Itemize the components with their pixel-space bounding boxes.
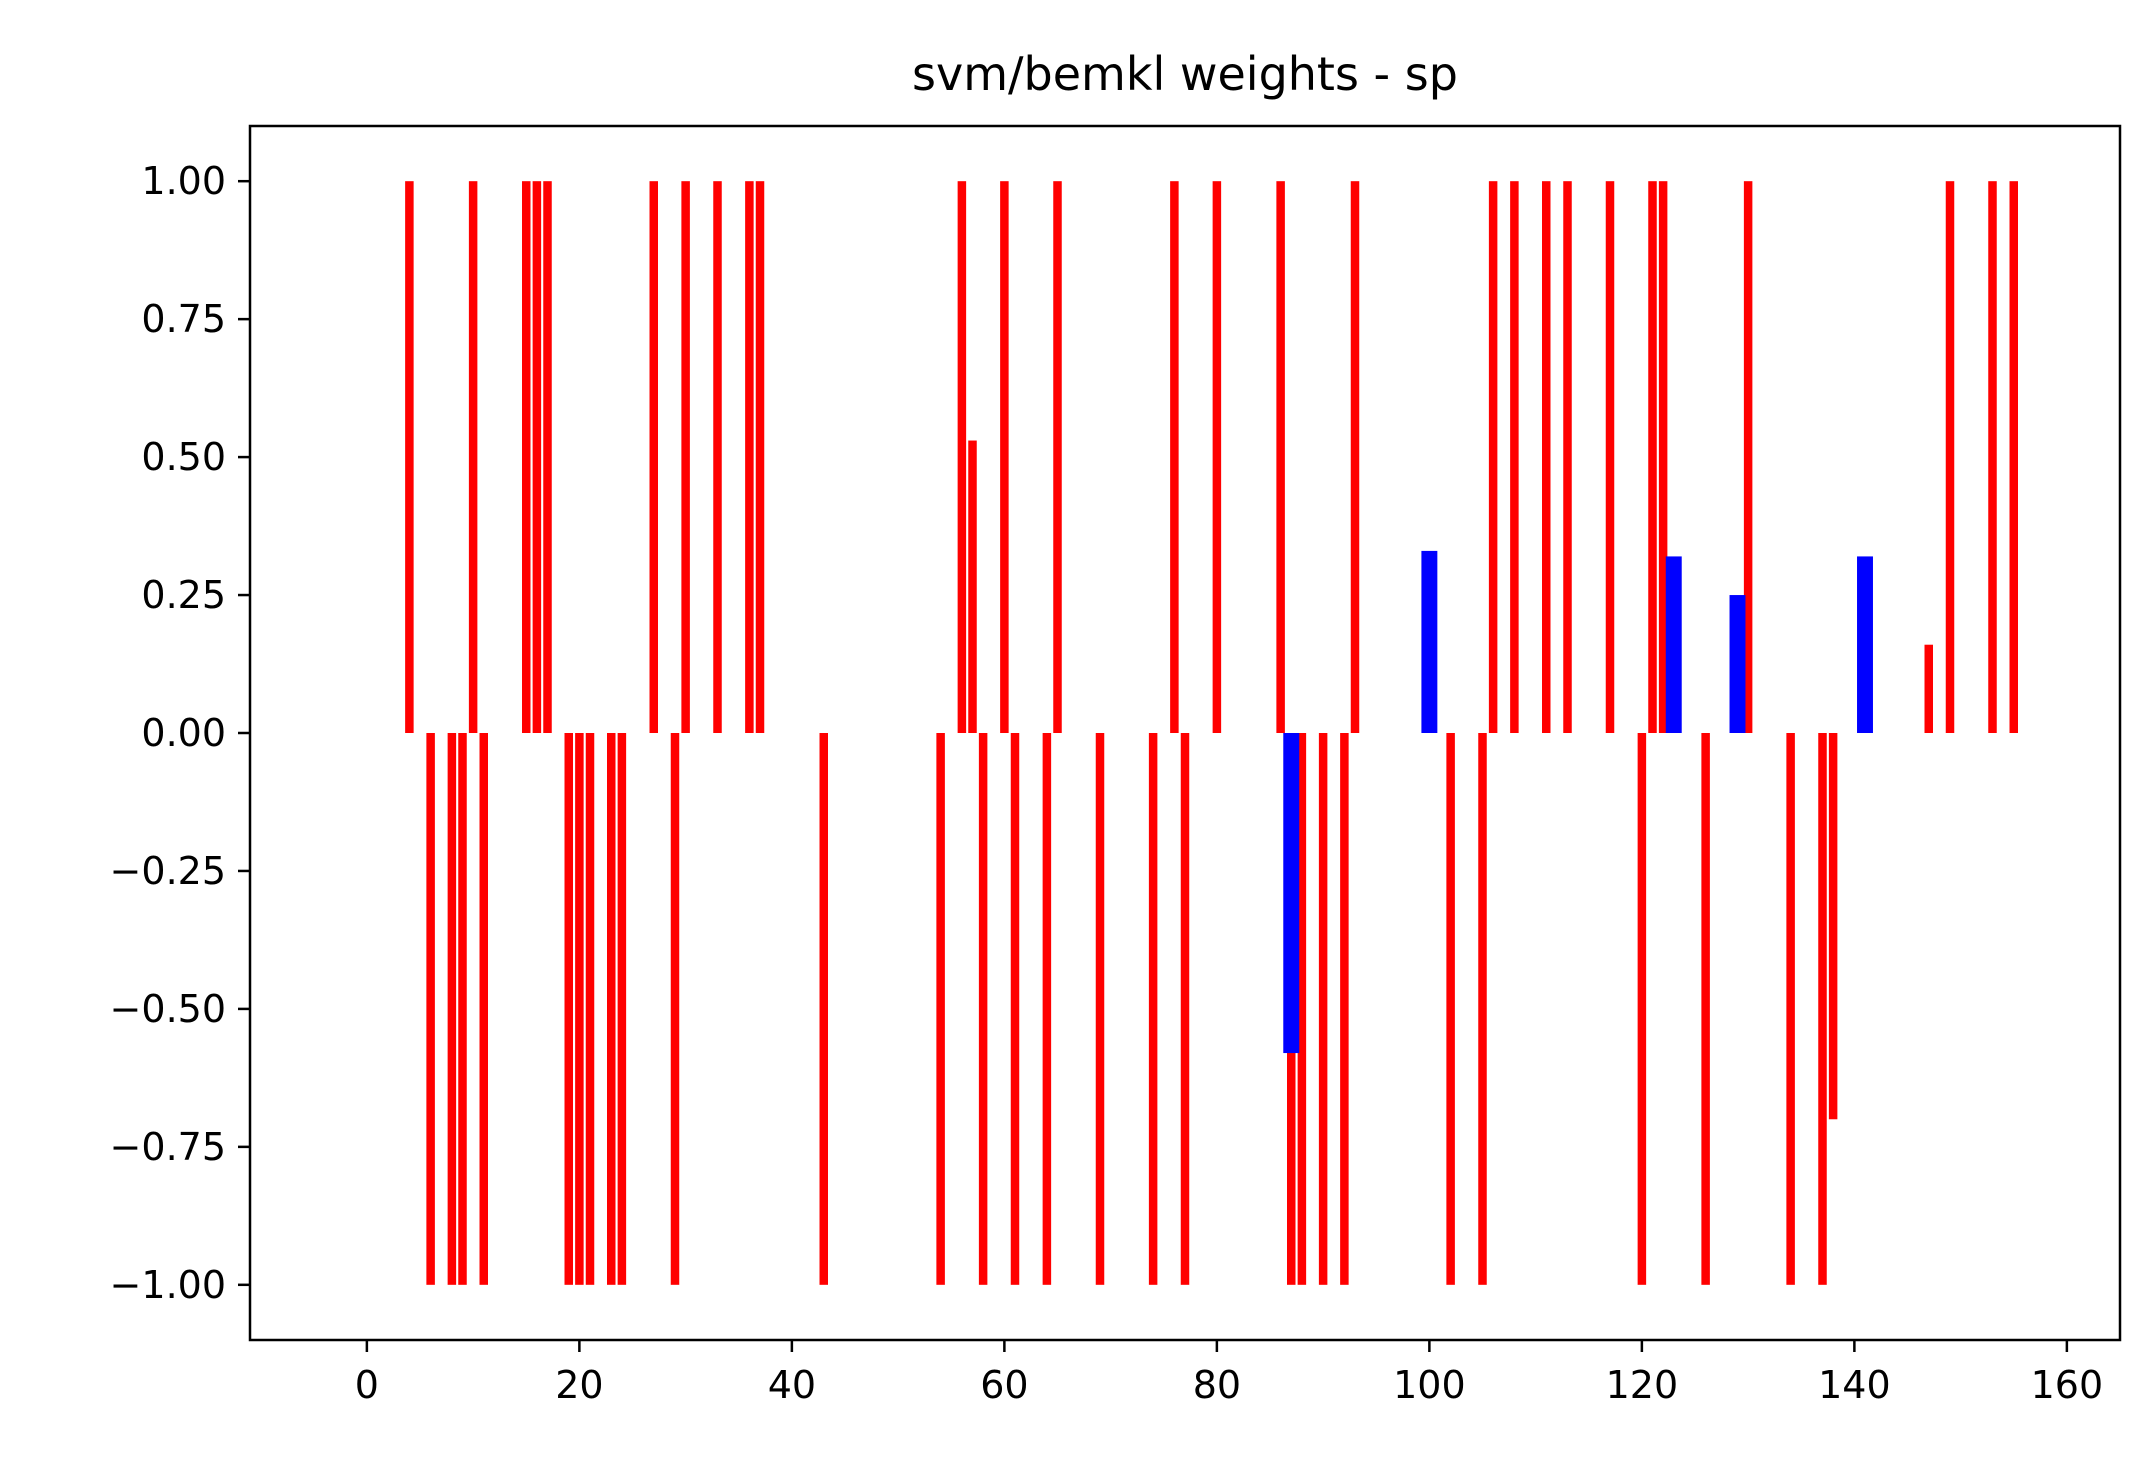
y-tick-label: −0.25 <box>110 849 226 893</box>
bar-series-1-x-16 <box>532 181 542 733</box>
bar-series-1-x-126 <box>1701 733 1710 1285</box>
x-tick-label: 100 <box>1393 1363 1466 1407</box>
y-tick-label: 0.75 <box>141 297 226 341</box>
bar-series-1-x-69 <box>1095 733 1105 1285</box>
bar-series-1-x-76 <box>1170 181 1179 733</box>
x-axis-ticks: 0 20 40 60 80 100 120 140 160 <box>355 1340 2103 1407</box>
bar-series-1-x-92 <box>1340 733 1349 1285</box>
bar-series-1-x-6 <box>426 733 435 1285</box>
x-tick-label: 80 <box>1193 1363 1241 1407</box>
bar-series-2-x-123 <box>1665 556 1682 733</box>
bar-series-1-x-90 <box>1318 733 1328 1285</box>
bar-series-1-x-20 <box>575 733 584 1285</box>
bar-series-1-x-56 <box>957 181 967 733</box>
x-tick-label: 60 <box>980 1363 1028 1407</box>
plot-frame <box>248 124 2122 1342</box>
bar-series-1-x-15 <box>522 181 531 733</box>
y-tick-label: 0.00 <box>141 711 226 755</box>
y-tick-label: 0.50 <box>141 435 226 479</box>
x-tick-label: 40 <box>768 1363 816 1407</box>
bar-series-1-x-57 <box>968 440 977 733</box>
bar-series-1-x-88 <box>1297 733 1307 1285</box>
bar-series-1-x-130 <box>1743 181 1753 733</box>
bar-series-1-x-93 <box>1350 181 1360 733</box>
bar-series-1-x-153 <box>1988 181 1997 733</box>
chart-title: svm/bemkl weights - sp <box>912 47 1458 101</box>
bar-series-1-x-11 <box>479 733 488 1285</box>
y-tick-label: −1.00 <box>110 1263 226 1307</box>
bar-series-2-x-100 <box>1421 550 1438 733</box>
bar-series-1-x-102 <box>1446 733 1455 1285</box>
x-tick-label: 160 <box>2031 1363 2104 1407</box>
bar-series-1-x-33 <box>713 181 722 733</box>
y-axis-ticks: 1.00 0.75 0.50 0.25 0.00 −0.25 −0.50 −0.75 −1.00 <box>110 159 250 1307</box>
bar-series-1-x-8 <box>447 733 457 1285</box>
bar-series-1-x-9 <box>458 733 467 1285</box>
y-tick-label: −0.50 <box>110 987 226 1031</box>
bar-series-1-x-17 <box>543 181 552 733</box>
bar-series-1-x-121 <box>1648 181 1657 733</box>
bar-series-1-x-113 <box>1563 181 1572 733</box>
bar-series-2-x-141 <box>1857 556 1873 733</box>
bar-series-1-x-58 <box>978 733 988 1285</box>
x-tick-label: 0 <box>355 1363 379 1407</box>
bar-series-1-x-147 <box>1924 644 1933 733</box>
bar-series-1-x-111 <box>1542 181 1551 733</box>
x-tick-label: 140 <box>1818 1363 1891 1407</box>
bar-series-1-x-36 <box>745 181 754 733</box>
bar-series-2-x-129 <box>1729 595 1746 733</box>
bar-series-1-x-155 <box>2009 181 2018 733</box>
bar-series-1-x-21 <box>585 733 595 1285</box>
bar-series-1-x-108 <box>1510 181 1519 733</box>
bar-series-1-x-27 <box>649 181 658 733</box>
bar-series-1-x-61 <box>1010 733 1020 1285</box>
bar-series-1-x-10 <box>468 181 478 733</box>
bar-series-1-x-105 <box>1478 733 1487 1285</box>
bar-series-1-x-29 <box>670 733 680 1285</box>
bar-series-1-x-149 <box>1945 181 1955 733</box>
bar-series-1-x-60 <box>1000 181 1009 733</box>
y-tick-label: 0.25 <box>141 573 226 617</box>
bar-series-1-x-77 <box>1180 733 1190 1285</box>
bar-series-2-x-87 <box>1283 733 1300 1054</box>
bar-series-1-x-74 <box>1148 733 1158 1285</box>
bar-series-1-x-138 <box>1828 733 1838 1120</box>
bar-series-1-x-64 <box>1042 733 1052 1285</box>
bar-series-1-x-4 <box>405 181 414 733</box>
bar-series-1-x-19 <box>564 733 573 1285</box>
y-tick-label: 1.00 <box>141 159 226 203</box>
bar-series-1-x-122 <box>1658 181 1668 733</box>
bar-series-1-x-117 <box>1605 181 1615 733</box>
y-tick-label: −0.75 <box>110 1125 226 1169</box>
bar-series-1-x-120 <box>1637 733 1647 1285</box>
bar-series-1-x-43 <box>819 733 828 1285</box>
x-tick-label: 20 <box>555 1363 603 1407</box>
bar-series-1-x-86 <box>1276 181 1285 733</box>
bar-series-1-x-65 <box>1053 181 1062 733</box>
bars-layer <box>405 181 2018 1285</box>
bar-series-1-x-24 <box>617 733 627 1285</box>
x-tick-label: 120 <box>1606 1363 1679 1407</box>
bar-series-1-x-80 <box>1212 181 1222 733</box>
bar-series-1-x-137 <box>1818 733 1827 1285</box>
bar-series-1-x-30 <box>681 181 690 733</box>
bar-series-1-x-54 <box>936 733 945 1285</box>
bar-series-1-x-37 <box>755 181 765 733</box>
bar-series-1-x-134 <box>1786 733 1795 1285</box>
bar-series-1-x-106 <box>1488 181 1498 733</box>
bar-series-1-x-23 <box>607 733 616 1285</box>
